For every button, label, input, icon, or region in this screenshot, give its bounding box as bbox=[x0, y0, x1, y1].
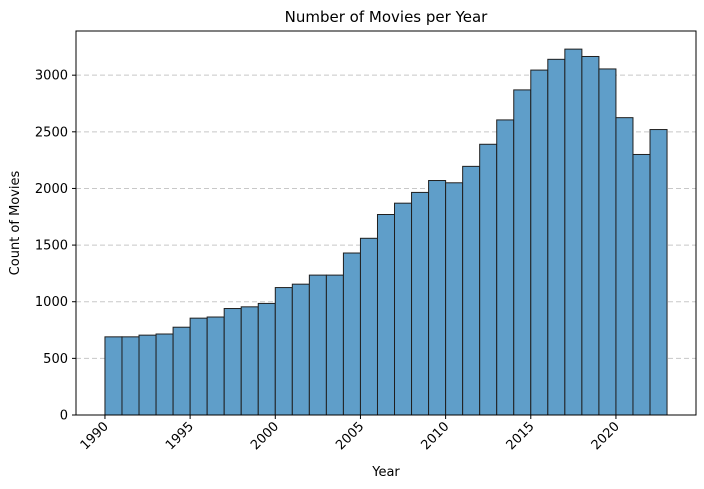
bar-1991 bbox=[121, 336, 140, 416]
bar-2017 bbox=[564, 48, 583, 416]
y-axis-ticks: 0 500 1000 1500 2000 2500 3000 bbox=[35, 69, 76, 424]
y-axis-label: Count of Movies bbox=[8, 170, 23, 275]
bar-1998 bbox=[240, 306, 259, 416]
bar-2015 bbox=[530, 69, 549, 416]
y-tick-label-1000: 1000 bbox=[35, 295, 68, 310]
histogram-bars bbox=[104, 48, 668, 416]
bar-2002 bbox=[308, 274, 327, 416]
bar-1993 bbox=[155, 333, 174, 416]
bar-2001 bbox=[291, 283, 310, 416]
bar-1996 bbox=[206, 316, 225, 416]
bar-2019 bbox=[598, 68, 617, 416]
bar-2021 bbox=[632, 153, 651, 416]
bar-1990 bbox=[104, 336, 123, 416]
bar-2016 bbox=[547, 58, 566, 416]
bar-2020 bbox=[615, 117, 634, 416]
bar-1992 bbox=[138, 334, 157, 416]
bar-2014 bbox=[513, 89, 532, 416]
y-tick-label-1500: 1500 bbox=[35, 239, 68, 254]
y-tick-label-0: 0 bbox=[60, 409, 68, 424]
y-tick-label-2500: 2500 bbox=[35, 125, 68, 140]
chart-title: Number of Movies per Year bbox=[285, 8, 489, 26]
bar-2011 bbox=[462, 165, 481, 416]
bar-2004 bbox=[342, 252, 361, 416]
bar-2006 bbox=[376, 214, 396, 416]
bar-2013 bbox=[496, 119, 515, 416]
y-tick-label-2000: 2000 bbox=[35, 182, 68, 197]
bar-2008 bbox=[411, 191, 430, 416]
bar-2000 bbox=[274, 287, 293, 416]
bar-2003 bbox=[325, 274, 344, 416]
y-tick-label-3000: 3000 bbox=[35, 69, 68, 84]
bar-1997 bbox=[223, 308, 242, 416]
bar-1995 bbox=[189, 317, 208, 416]
bar-2018 bbox=[581, 55, 600, 416]
bar-2007 bbox=[394, 202, 413, 416]
y-tick-label-500: 500 bbox=[43, 352, 68, 367]
x-axis-label: Year bbox=[371, 465, 400, 480]
bar-2012 bbox=[479, 143, 498, 416]
bar-2010 bbox=[445, 182, 464, 416]
plot-frame bbox=[75, 30, 697, 416]
bar-2005 bbox=[359, 237, 378, 416]
bar-1994 bbox=[172, 326, 191, 416]
bar-2022 bbox=[649, 129, 668, 416]
bar-1999 bbox=[257, 302, 276, 416]
bar-2009 bbox=[428, 180, 447, 416]
